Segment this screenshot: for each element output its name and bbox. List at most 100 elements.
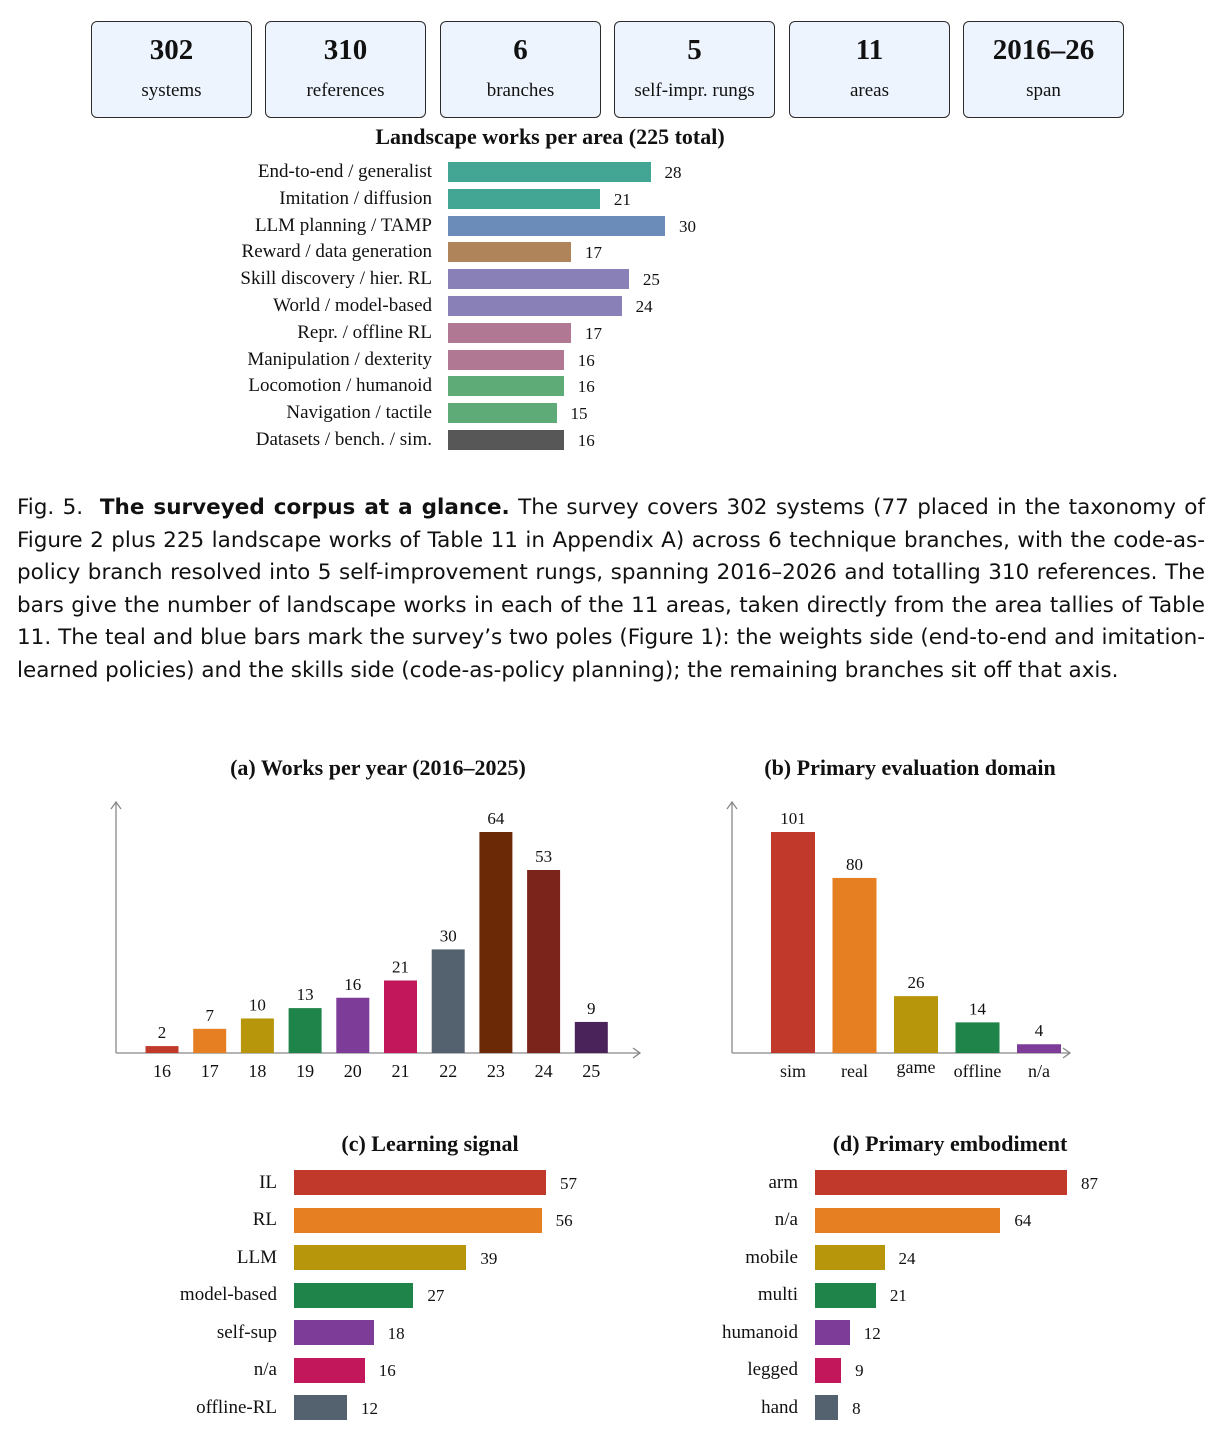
bar-value-label: 39 — [480, 1248, 498, 1268]
bar — [832, 877, 877, 1053]
bar — [955, 1022, 1000, 1053]
x-axis-arrow — [632, 1047, 642, 1059]
embodiment-chart-title: (d) Primary embodiment — [832, 1131, 1068, 1156]
figure-caption: Fig. 5. The surveyed corpus at a glance.… — [17, 492, 1205, 688]
tick-label: 25 — [582, 1061, 600, 1081]
bar — [448, 403, 557, 424]
bar — [294, 1395, 348, 1420]
bar — [771, 832, 815, 1053]
bar — [448, 269, 629, 290]
bar — [431, 949, 465, 1053]
bar-label: model-based — [179, 1284, 277, 1305]
stat-value: 2016–26 — [992, 34, 1095, 66]
tick-label: 16 — [153, 1061, 171, 1081]
stat-box-rungs: 5 self-impr. rungs — [614, 21, 775, 118]
bar — [527, 869, 561, 1053]
bar-label: World / model-based — [273, 295, 432, 316]
bar — [294, 1320, 374, 1345]
bar-label: hand — [761, 1396, 798, 1418]
bar-value-label: 24 — [635, 297, 653, 316]
bar — [448, 296, 622, 316]
tick-label: 20 — [344, 1061, 362, 1081]
stat-box-references: 310 references — [265, 21, 426, 118]
bar-value-label: 57 — [560, 1173, 577, 1193]
domain-chart-title: (b) Primary evaluation domain — [764, 755, 1056, 780]
bar-value-label: 9 — [855, 1361, 864, 1380]
bar-label: Reward / data generation — [241, 241, 432, 263]
bar-label: Datasets / bench. / sim. — [255, 429, 432, 450]
stat-box-branches: 6 branches — [440, 21, 601, 118]
caption-prefix: Fig. 5. — [17, 495, 84, 520]
bar-label: End-to-end / generalist — [257, 161, 432, 182]
caption-text: The survey covers 302 systems (77 placed… — [17, 495, 1206, 683]
bar-label: Navigation / tactile — [286, 402, 432, 424]
tick-label: 22 — [439, 1061, 457, 1081]
bar — [336, 997, 370, 1053]
bar-label: n/a — [774, 1209, 798, 1230]
bar — [448, 376, 564, 397]
bar-value-label: 4 — [1035, 1021, 1044, 1040]
stat-box-areas: 11 areas — [789, 21, 950, 118]
stat-label: span — [1026, 80, 1061, 101]
tick-label: 18 — [248, 1061, 266, 1081]
bar-value-label: 30 — [679, 216, 696, 236]
bar-label: Repr. / offline RL — [297, 321, 432, 343]
tick-label: 23 — [487, 1061, 505, 1081]
bar-value-label: 26 — [908, 973, 925, 992]
bar-value-label: 16 — [577, 377, 595, 397]
bar-value-label: 64 — [487, 809, 505, 828]
tick-label: game — [897, 1057, 936, 1077]
bar — [448, 188, 600, 209]
bar-value-label: 30 — [440, 926, 457, 945]
stat-value: 302 — [149, 34, 194, 66]
bar-value-label: 16 — [577, 350, 595, 370]
bar — [815, 1282, 876, 1308]
bar-value-label: 12 — [361, 1398, 379, 1418]
y-axis-arrow — [110, 800, 122, 810]
bar-label: LLM — [236, 1246, 277, 1268]
tick-label: 19 — [296, 1061, 314, 1081]
stat-value: 5 — [687, 34, 702, 66]
bar-label: legged — [747, 1359, 798, 1380]
bar-value-label: 56 — [555, 1211, 573, 1230]
bar-value-label: 18 — [387, 1323, 405, 1343]
bar-value-label: 16 — [378, 1361, 396, 1380]
bar-label: arm — [768, 1171, 798, 1193]
bar-value-label: 80 — [846, 855, 863, 874]
bar — [815, 1207, 1001, 1233]
stat-value: 310 — [323, 34, 368, 66]
bar-value-label: 17 — [584, 243, 602, 263]
stat-box-span: 2016–26 span — [963, 21, 1124, 118]
bar-label: self-sup — [216, 1321, 277, 1343]
bar-value-label: 27 — [427, 1286, 445, 1305]
bar — [240, 1018, 274, 1053]
bar — [288, 1008, 322, 1053]
bar-value-label: 28 — [664, 163, 682, 182]
stat-value: 6 — [513, 34, 528, 66]
tick-label: real — [841, 1061, 868, 1081]
works-per-year-chart: 2 16 7 17 10 18 13 19 16 20 21 21 30 22 64 23 53 24 9 25 — [110, 800, 642, 1081]
bar — [294, 1207, 542, 1233]
bar-label: n/a — [253, 1359, 277, 1380]
bar — [1017, 1044, 1061, 1053]
bar — [448, 322, 571, 343]
bar-value-label: 87 — [1081, 1173, 1098, 1193]
stat-box-systems: 302 systems — [91, 21, 252, 118]
tick-label: 17 — [201, 1061, 219, 1081]
bar-value-label: 8 — [852, 1398, 861, 1418]
bar — [193, 1028, 227, 1053]
stat-label: self-impr. rungs — [634, 80, 755, 101]
bar-value-label: 14 — [969, 999, 987, 1018]
tick-label: 21 — [392, 1061, 410, 1081]
bar — [448, 349, 564, 370]
bar-label: humanoid — [722, 1321, 798, 1343]
areas-chart-title: Landscape works per area (225 total) — [375, 124, 725, 149]
x-axis-arrow — [1062, 1047, 1072, 1059]
tick-label: n/a — [1028, 1061, 1050, 1081]
bar — [574, 1021, 608, 1053]
bar-label: Skill discovery / hier. RL — [240, 268, 432, 290]
bar — [815, 1245, 885, 1270]
signal-chart-title: (c) Learning signal — [341, 1131, 519, 1156]
bar-value-label: 53 — [535, 847, 552, 866]
bar-value-label: 7 — [205, 1006, 214, 1025]
